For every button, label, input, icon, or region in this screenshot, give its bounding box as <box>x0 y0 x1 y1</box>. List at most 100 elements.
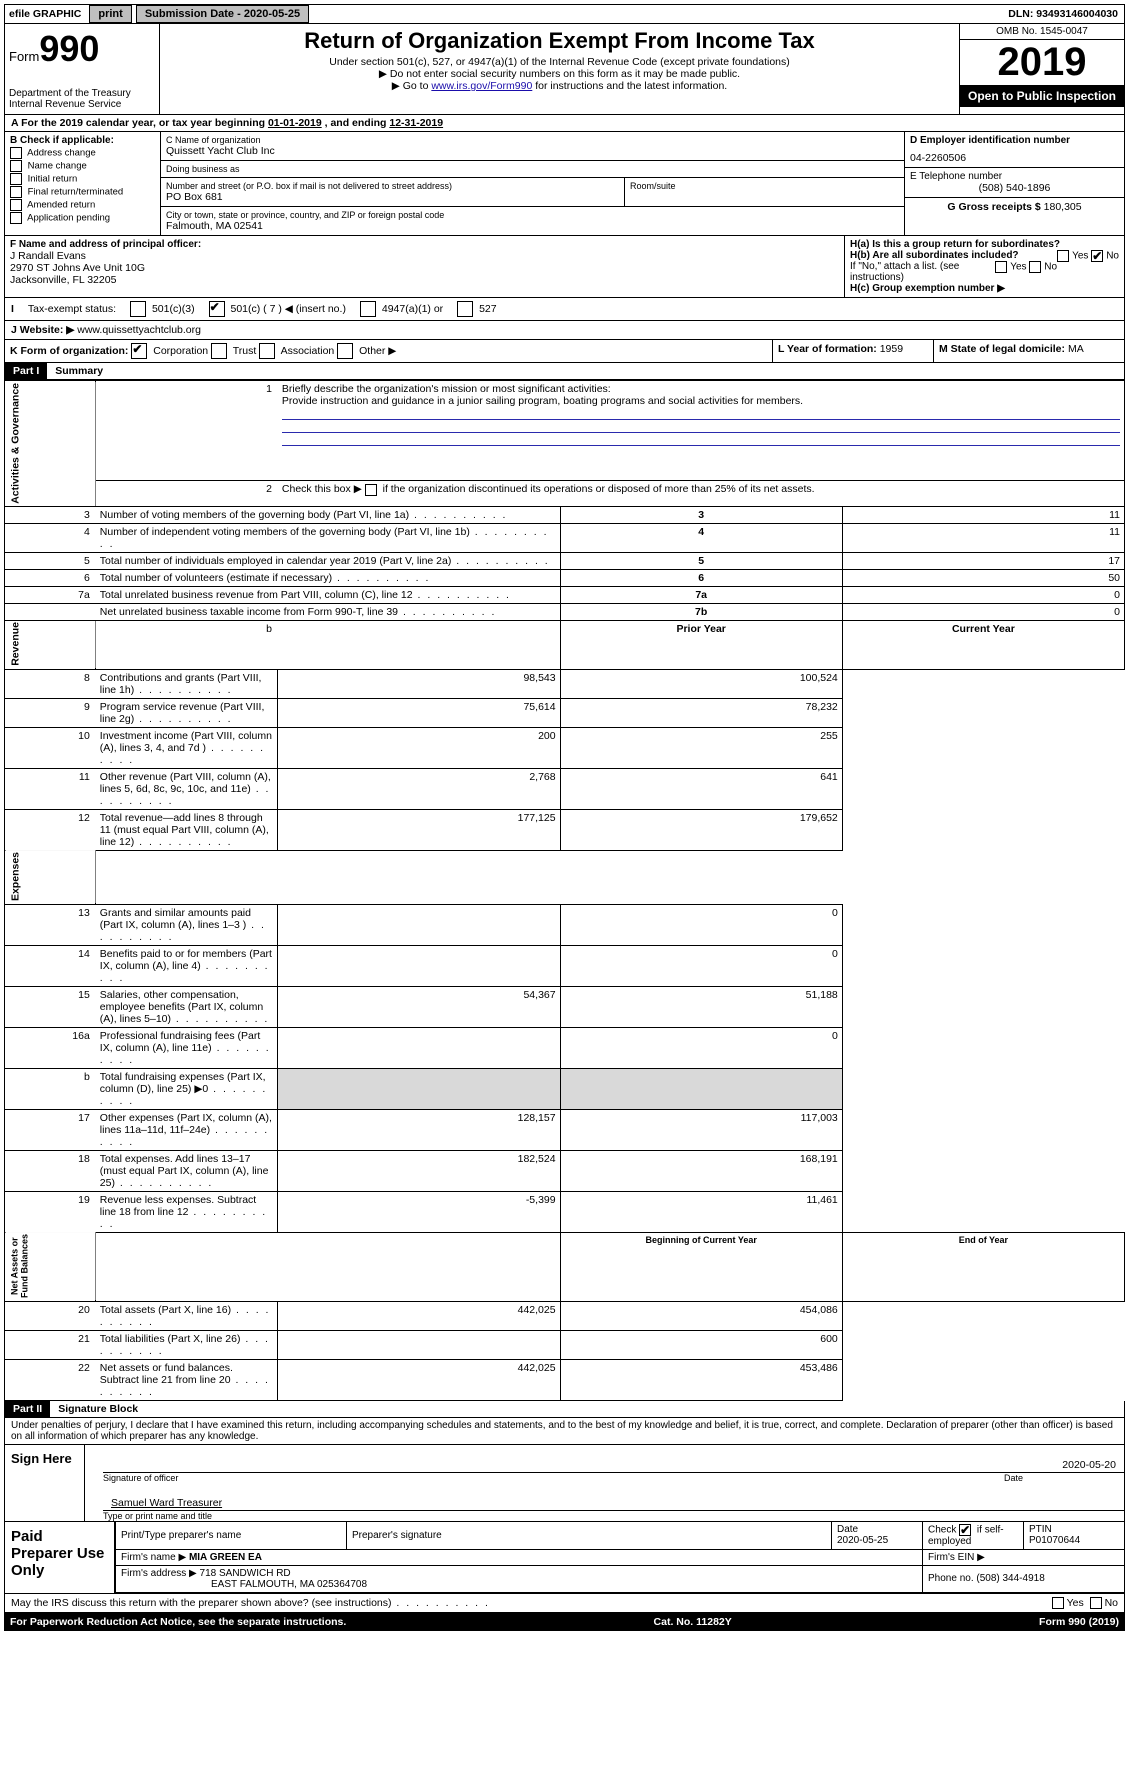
officer-group-row: F Name and address of principal officer:… <box>4 236 1125 298</box>
hb-no-checkbox[interactable] <box>1029 261 1041 273</box>
f-label: F Name and address of principal officer: <box>10 239 839 250</box>
k-opt-1-checkbox[interactable] <box>211 343 227 359</box>
4947-checkbox[interactable] <box>360 301 376 317</box>
table-row: 4Number of independent voting members of… <box>5 523 1125 552</box>
instructions-link[interactable]: www.irs.gov/Form990 <box>431 80 532 92</box>
klm-row: K Form of organization: Corporation Trus… <box>4 340 1125 363</box>
table-row: 20Total assets (Part X, line 16)442,0254… <box>5 1301 1125 1330</box>
table-row: 14Benefits paid to or for members (Part … <box>5 945 1125 986</box>
ein-label: D Employer identification number <box>910 135 1119 146</box>
officer-addr2: Jacksonville, FL 32205 <box>10 274 839 286</box>
officer-signature-name: Samuel Ward Treasurer <box>111 1497 222 1509</box>
k-opt-0-checkbox[interactable] <box>131 343 147 359</box>
state-domicile: M State of legal domicile: MA <box>933 340 1124 362</box>
addr-label: Number and street (or P.O. box if mail i… <box>166 181 619 191</box>
paid-preparer-block: Paid Preparer Use Only Print/Type prepar… <box>4 1522 1125 1594</box>
k-opt-2-checkbox[interactable] <box>259 343 275 359</box>
table-row: 8Contributions and grants (Part VIII, li… <box>5 669 1125 698</box>
summary-table: Activities & Governance 1 Briefly descri… <box>4 380 1125 1401</box>
b-opt-3-checkbox[interactable] <box>10 186 22 198</box>
form-number: Form990 <box>9 28 155 70</box>
table-row: Net unrelated business taxable income fr… <box>5 603 1125 620</box>
tax-exempt-status: ITax-exempt status: 501(c)(3) 501(c) ( 7… <box>4 298 1125 321</box>
entity-info: B Check if applicable: Address change Na… <box>4 132 1125 236</box>
city-value: Falmouth, MA 02541 <box>166 220 899 232</box>
discuss-row: May the IRS discuss this return with the… <box>4 1594 1125 1613</box>
self-employed-checkbox[interactable] <box>959 1524 971 1536</box>
table-row: 7aTotal unrelated business revenue from … <box>5 586 1125 603</box>
section-b-label: B Check if applicable: <box>10 135 155 146</box>
table-row: 3Number of voting members of the governi… <box>5 506 1125 523</box>
year-formation: L Year of formation: 1959 <box>772 340 933 362</box>
table-row: 15Salaries, other compensation, employee… <box>5 986 1125 1027</box>
501c3-checkbox[interactable] <box>130 301 146 317</box>
street-address: PO Box 681 <box>166 191 619 203</box>
table-row: 16aProfessional fundraising fees (Part I… <box>5 1027 1125 1068</box>
table-row: 10Investment income (Part VIII, column (… <box>5 727 1125 768</box>
501c-checkbox[interactable] <box>209 301 225 317</box>
vlabel-netassets: Net Assets or Fund Balances <box>5 1232 96 1301</box>
ha-no-checkbox[interactable] <box>1091 250 1103 262</box>
table-row: 19Revenue less expenses. Subtract line 1… <box>5 1191 1125 1232</box>
discuss-yes-checkbox[interactable] <box>1052 1597 1064 1609</box>
omb-number: OMB No. 1545-0047 <box>960 24 1124 39</box>
phone-value: (508) 540-1896 <box>910 182 1119 194</box>
table-row: 6Total number of volunteers (estimate if… <box>5 569 1125 586</box>
officer-name: J Randall Evans <box>10 250 839 262</box>
table-row: 17Other expenses (Part IX, column (A), l… <box>5 1109 1125 1150</box>
ha-yes-checkbox[interactable] <box>1057 250 1069 262</box>
table-row: 11Other revenue (Part VIII, column (A), … <box>5 768 1125 809</box>
table-row: 22Net assets or fund balances. Subtract … <box>5 1359 1125 1400</box>
b-opt-5-checkbox[interactable] <box>10 212 22 224</box>
subtitle-2: ▶ Do not enter social security numbers o… <box>166 68 953 80</box>
subtitle-1: Under section 501(c), 527, or 4947(a)(1)… <box>166 56 953 68</box>
website-value: www.quissettyachtclub.org <box>74 324 201 336</box>
table-row: 5Total number of individuals employed in… <box>5 552 1125 569</box>
officer-addr1: 2970 ST Johns Ave Unit 10G <box>10 262 839 274</box>
phone-label: E Telephone number <box>910 171 1119 182</box>
k-opt-3-checkbox[interactable] <box>337 343 353 359</box>
discuss-no-checkbox[interactable] <box>1090 1597 1102 1609</box>
org-name: Quissett Yacht Club Inc <box>166 145 899 157</box>
website-row: J Website: ▶ www.quissettyachtclub.org <box>4 321 1125 340</box>
top-bar: efile GRAPHIC print Submission Date - 20… <box>4 4 1125 24</box>
b-opt-1-checkbox[interactable] <box>10 160 22 172</box>
print-button[interactable]: print <box>89 5 131 23</box>
gross-receipts: G Gross receipts $ 180,305 <box>905 197 1124 216</box>
table-row: 9Program service revenue (Part VIII, lin… <box>5 698 1125 727</box>
ein-value: 04-2260506 <box>910 152 1119 164</box>
sign-here-block: Sign Here 2020-05-20 Signature of office… <box>4 1445 1125 1522</box>
sign-date: 2020-05-20 <box>1062 1459 1116 1471</box>
part1-header: Part ISummary <box>4 363 1125 380</box>
dln: DLN: 93493146004030 <box>1008 8 1124 20</box>
open-public-badge: Open to Public Inspection <box>960 85 1124 107</box>
b-opt-4-checkbox[interactable] <box>10 199 22 211</box>
form-title: Return of Organization Exempt From Incom… <box>166 28 953 54</box>
efile-label: efile GRAPHIC <box>5 6 85 22</box>
vlabel-activities: Activities & Governance <box>5 381 96 507</box>
table-row: 21Total liabilities (Part X, line 26)600 <box>5 1330 1125 1359</box>
hb-yes-checkbox[interactable] <box>995 261 1007 273</box>
table-row: 13Grants and similar amounts paid (Part … <box>5 904 1125 945</box>
table-row: bTotal fundraising expenses (Part IX, co… <box>5 1068 1125 1109</box>
527-checkbox[interactable] <box>457 301 473 317</box>
table-row: 12Total revenue—add lines 8 through 11 (… <box>5 809 1125 850</box>
discontinued-checkbox[interactable] <box>365 484 377 496</box>
mission-text: Provide instruction and guidance in a ju… <box>282 395 803 407</box>
h-b2: If "No," attach a list. (see instruction… <box>850 261 1119 283</box>
h-a: H(a) Is this a group return for subordin… <box>850 239 1119 250</box>
city-label: City or town, state or province, country… <box>166 210 899 220</box>
dept-label: Department of the Treasury Internal Reve… <box>9 88 155 110</box>
submission-button[interactable]: Submission Date - 2020-05-25 <box>136 5 309 23</box>
tax-year: 2019 <box>960 39 1124 85</box>
footer-bar: For Paperwork Reduction Act Notice, see … <box>4 1613 1125 1631</box>
b-opt-0-checkbox[interactable] <box>10 147 22 159</box>
vlabel-expenses: Expenses <box>5 850 96 904</box>
table-row: 18Total expenses. Add lines 13–17 (must … <box>5 1150 1125 1191</box>
b-opt-2-checkbox[interactable] <box>10 173 22 185</box>
subtitle-3: ▶ Go to www.irs.gov/Form990 for instruct… <box>166 80 953 92</box>
suite-label: Room/suite <box>630 181 899 191</box>
vlabel-revenue: Revenue <box>5 620 96 669</box>
c-name-label: C Name of organization <box>166 135 899 145</box>
tax-period: A For the 2019 calendar year, or tax yea… <box>4 115 1125 132</box>
